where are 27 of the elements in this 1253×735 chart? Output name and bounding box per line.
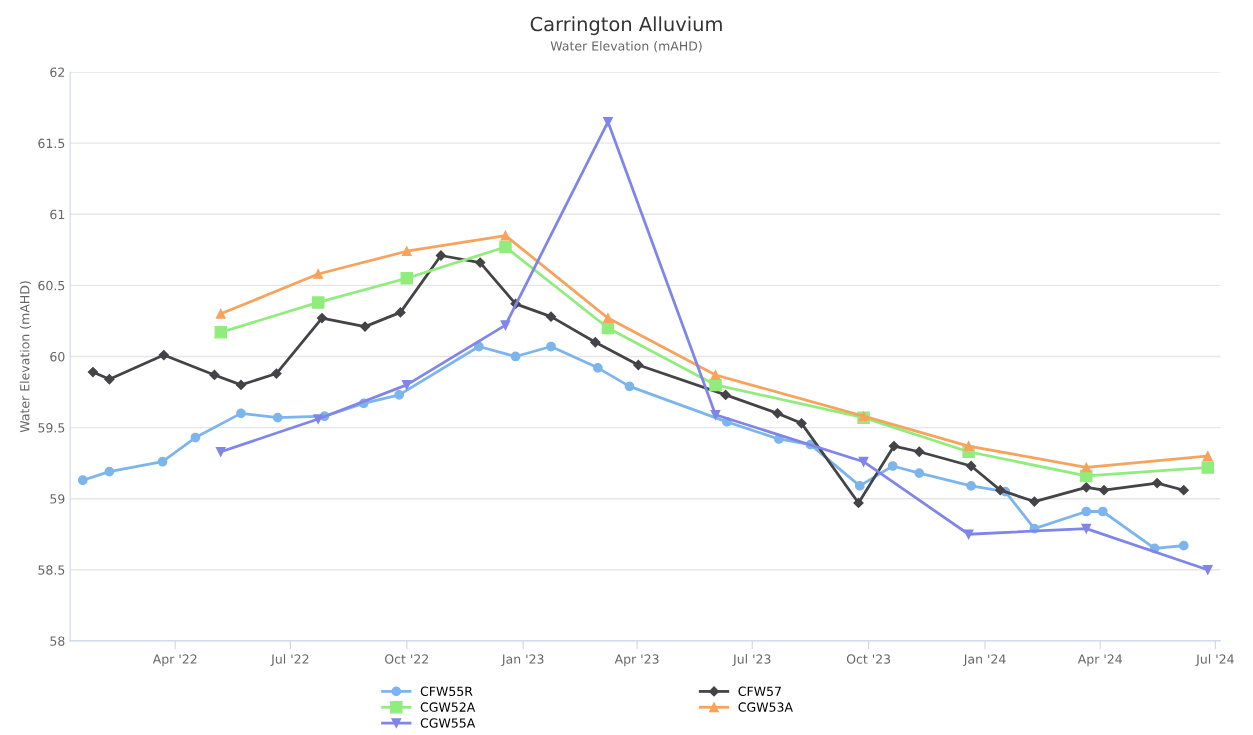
x-tick-label: Jul '24 (1195, 654, 1234, 667)
x-tick-label: Apr '24 (1077, 654, 1122, 667)
x-tick-label: Apr '22 (152, 654, 197, 667)
x-tick-label: Oct '23 (846, 654, 891, 664)
x-tick-label: Jan '23 (501, 654, 544, 667)
y-tick-label: 58.5 (38, 565, 65, 575)
chart-title: Carrington Alluvium (530, 16, 722, 36)
y-tick-label: 59 (50, 494, 65, 504)
legend-label: CFW57 (738, 686, 781, 696)
x-tick-label: Apr '23 (614, 654, 659, 667)
y-tick-label: 59.5 (38, 423, 65, 433)
legend-label: CGW55A (420, 718, 476, 728)
legend-label: CGW53A (738, 702, 793, 712)
y-tick-label: 60.5 (38, 280, 65, 291)
chart-subtitle: Water Elevation (mAHD) (550, 40, 702, 53)
y-tick-label: 61.5 (38, 138, 65, 149)
y-tick-label: 62 (50, 67, 65, 77)
y-tick-label: 61 (50, 209, 65, 220)
x-tick-label: Jul '22 (270, 654, 309, 667)
x-tick-label: Oct '22 (385, 654, 428, 664)
y-tick-label: 58 (50, 636, 65, 646)
y-tick-label: 60 (50, 351, 65, 362)
y-axis-title: Water Elevation (mAHD) (19, 281, 31, 433)
legend-label: CFW55R (420, 686, 473, 696)
x-tick-label: Jul '23 (732, 654, 771, 667)
legend-label: CGW52A (420, 702, 476, 712)
x-tick-label: Jan '24 (963, 654, 1006, 667)
